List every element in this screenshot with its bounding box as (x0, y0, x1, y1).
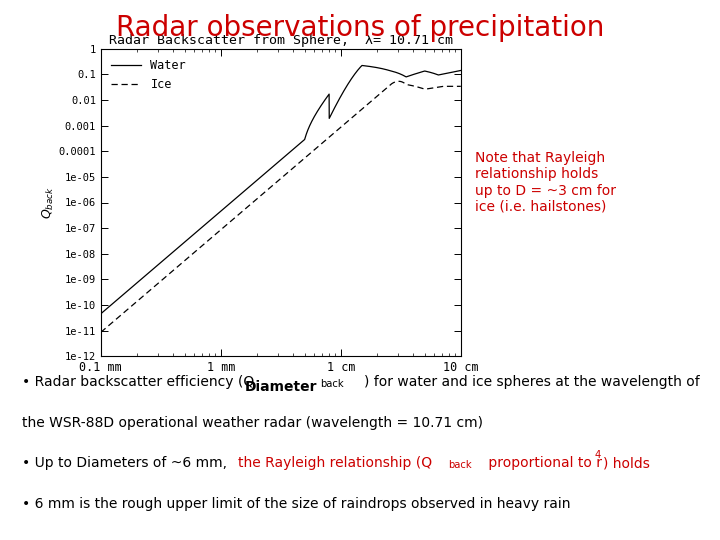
Ice (159, 276, 168, 282)
Text: back: back (320, 379, 344, 389)
Text: ) holds: ) holds (603, 456, 650, 470)
Water (449, 69, 458, 75)
Text: the Rayleigh relationship (Q: the Rayleigh relationship (Q (238, 456, 432, 470)
Text: • Up to Diameters of ~6 mm,: • Up to Diameters of ~6 mm, (22, 456, 231, 470)
Text: • Radar backscatter efficiency (Q: • Radar backscatter efficiency (Q (22, 375, 254, 389)
Text: Radar observations of precipitation: Radar observations of precipitation (116, 14, 604, 42)
Water (96, 310, 105, 317)
Ice (235, 211, 243, 218)
Water (235, 192, 243, 199)
Text: 4: 4 (595, 450, 601, 460)
Ice (410, 83, 419, 90)
Water (159, 257, 168, 264)
Text: the WSR-88D operational weather radar (wavelength = 10.71 cm): the WSR-88D operational weather radar (w… (22, 416, 482, 430)
Text: back: back (448, 460, 472, 470)
Ice (395, 78, 403, 85)
Water (410, 71, 419, 77)
Text: ) for water and ice spheres at the wavelength of: ) for water and ice spheres at the wavel… (364, 375, 699, 389)
Ice (449, 83, 458, 90)
Ice (456, 83, 465, 90)
X-axis label: Diameter: Diameter (245, 380, 317, 394)
Text: proportional to r: proportional to r (484, 456, 602, 470)
Ice (250, 198, 258, 204)
Water (138, 275, 146, 282)
Text: • 6 mm is the rough upper limit of the size of raindrops observed in heavy rain: • 6 mm is the rough upper limit of the s… (22, 497, 570, 511)
Ice (96, 329, 105, 335)
Legend: Water, Ice: Water, Ice (107, 55, 191, 96)
Text: Note that Rayleigh
relationship holds
up to D = ~3 cm for
ice (i.e. hailstones): Note that Rayleigh relationship holds up… (475, 151, 616, 214)
Line: Ice: Ice (101, 82, 461, 332)
Ice (138, 294, 146, 300)
Water (358, 62, 366, 69)
Water (250, 179, 258, 186)
Y-axis label: $Q_{back}$: $Q_{back}$ (40, 186, 55, 219)
Title: Radar Backscatter from Sphere,  λ= 10.71 cm: Radar Backscatter from Sphere, λ= 10.71 … (109, 35, 453, 48)
Water (456, 68, 465, 74)
Line: Water: Water (101, 65, 461, 314)
